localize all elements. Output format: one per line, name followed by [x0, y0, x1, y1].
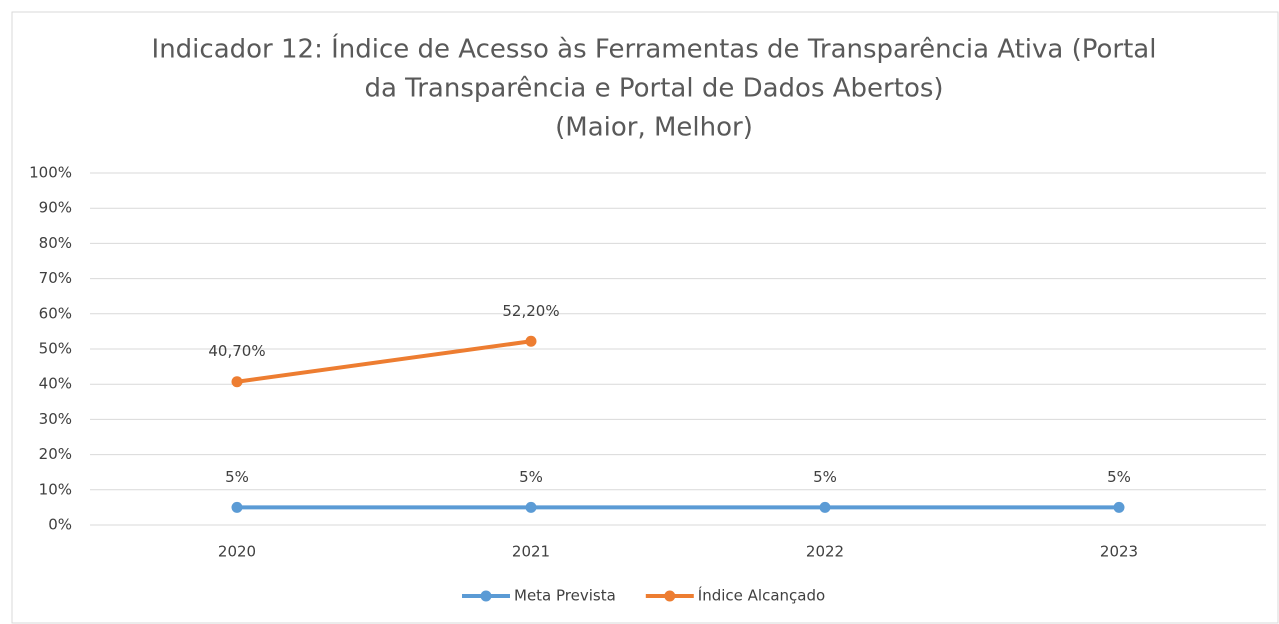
- data-label: 40,70%: [208, 342, 265, 360]
- chart-title: da Transparência e Portal de Dados Abert…: [364, 74, 943, 104]
- data-point: [525, 335, 537, 347]
- y-tick-label: 100%: [29, 164, 72, 182]
- data-point: [1113, 501, 1125, 513]
- y-tick-label: 40%: [39, 375, 72, 393]
- legend-label: Meta Prevista: [514, 587, 616, 605]
- data-point: [525, 501, 537, 513]
- legend-marker: [480, 590, 492, 602]
- x-tick-label: 2021: [512, 543, 550, 561]
- y-tick-label: 10%: [39, 480, 72, 498]
- data-point: [231, 376, 243, 388]
- y-tick-label: 0%: [48, 516, 72, 534]
- data-label: 5%: [225, 468, 249, 486]
- legend-label: Índice Alcançado: [698, 586, 825, 605]
- data-point: [231, 501, 243, 513]
- data-label: 5%: [1107, 468, 1131, 486]
- x-tick-label: 2020: [218, 543, 256, 561]
- series-line: [236, 339, 532, 384]
- data-label: 5%: [813, 468, 837, 486]
- data-point: [819, 501, 831, 513]
- y-tick-label: 80%: [39, 234, 72, 252]
- y-tick-label: 70%: [39, 269, 72, 287]
- y-tick-label: 20%: [39, 445, 72, 463]
- y-tick-label: 60%: [39, 304, 72, 322]
- chart-frame: [11, 11, 1279, 624]
- data-label: 5%: [519, 468, 543, 486]
- y-tick-label: 90%: [39, 199, 72, 217]
- x-tick-label: 2022: [806, 543, 844, 561]
- legend-marker: [664, 590, 676, 602]
- data-label: 52,20%: [502, 302, 559, 320]
- chart-subtitle: (Maior, Melhor): [555, 113, 753, 143]
- chart-title: Indicador 12: Índice de Acesso às Ferram…: [152, 33, 1157, 65]
- y-tick-label: 30%: [39, 410, 72, 428]
- x-tick-label: 2023: [1100, 543, 1138, 561]
- y-tick-label: 50%: [39, 340, 72, 358]
